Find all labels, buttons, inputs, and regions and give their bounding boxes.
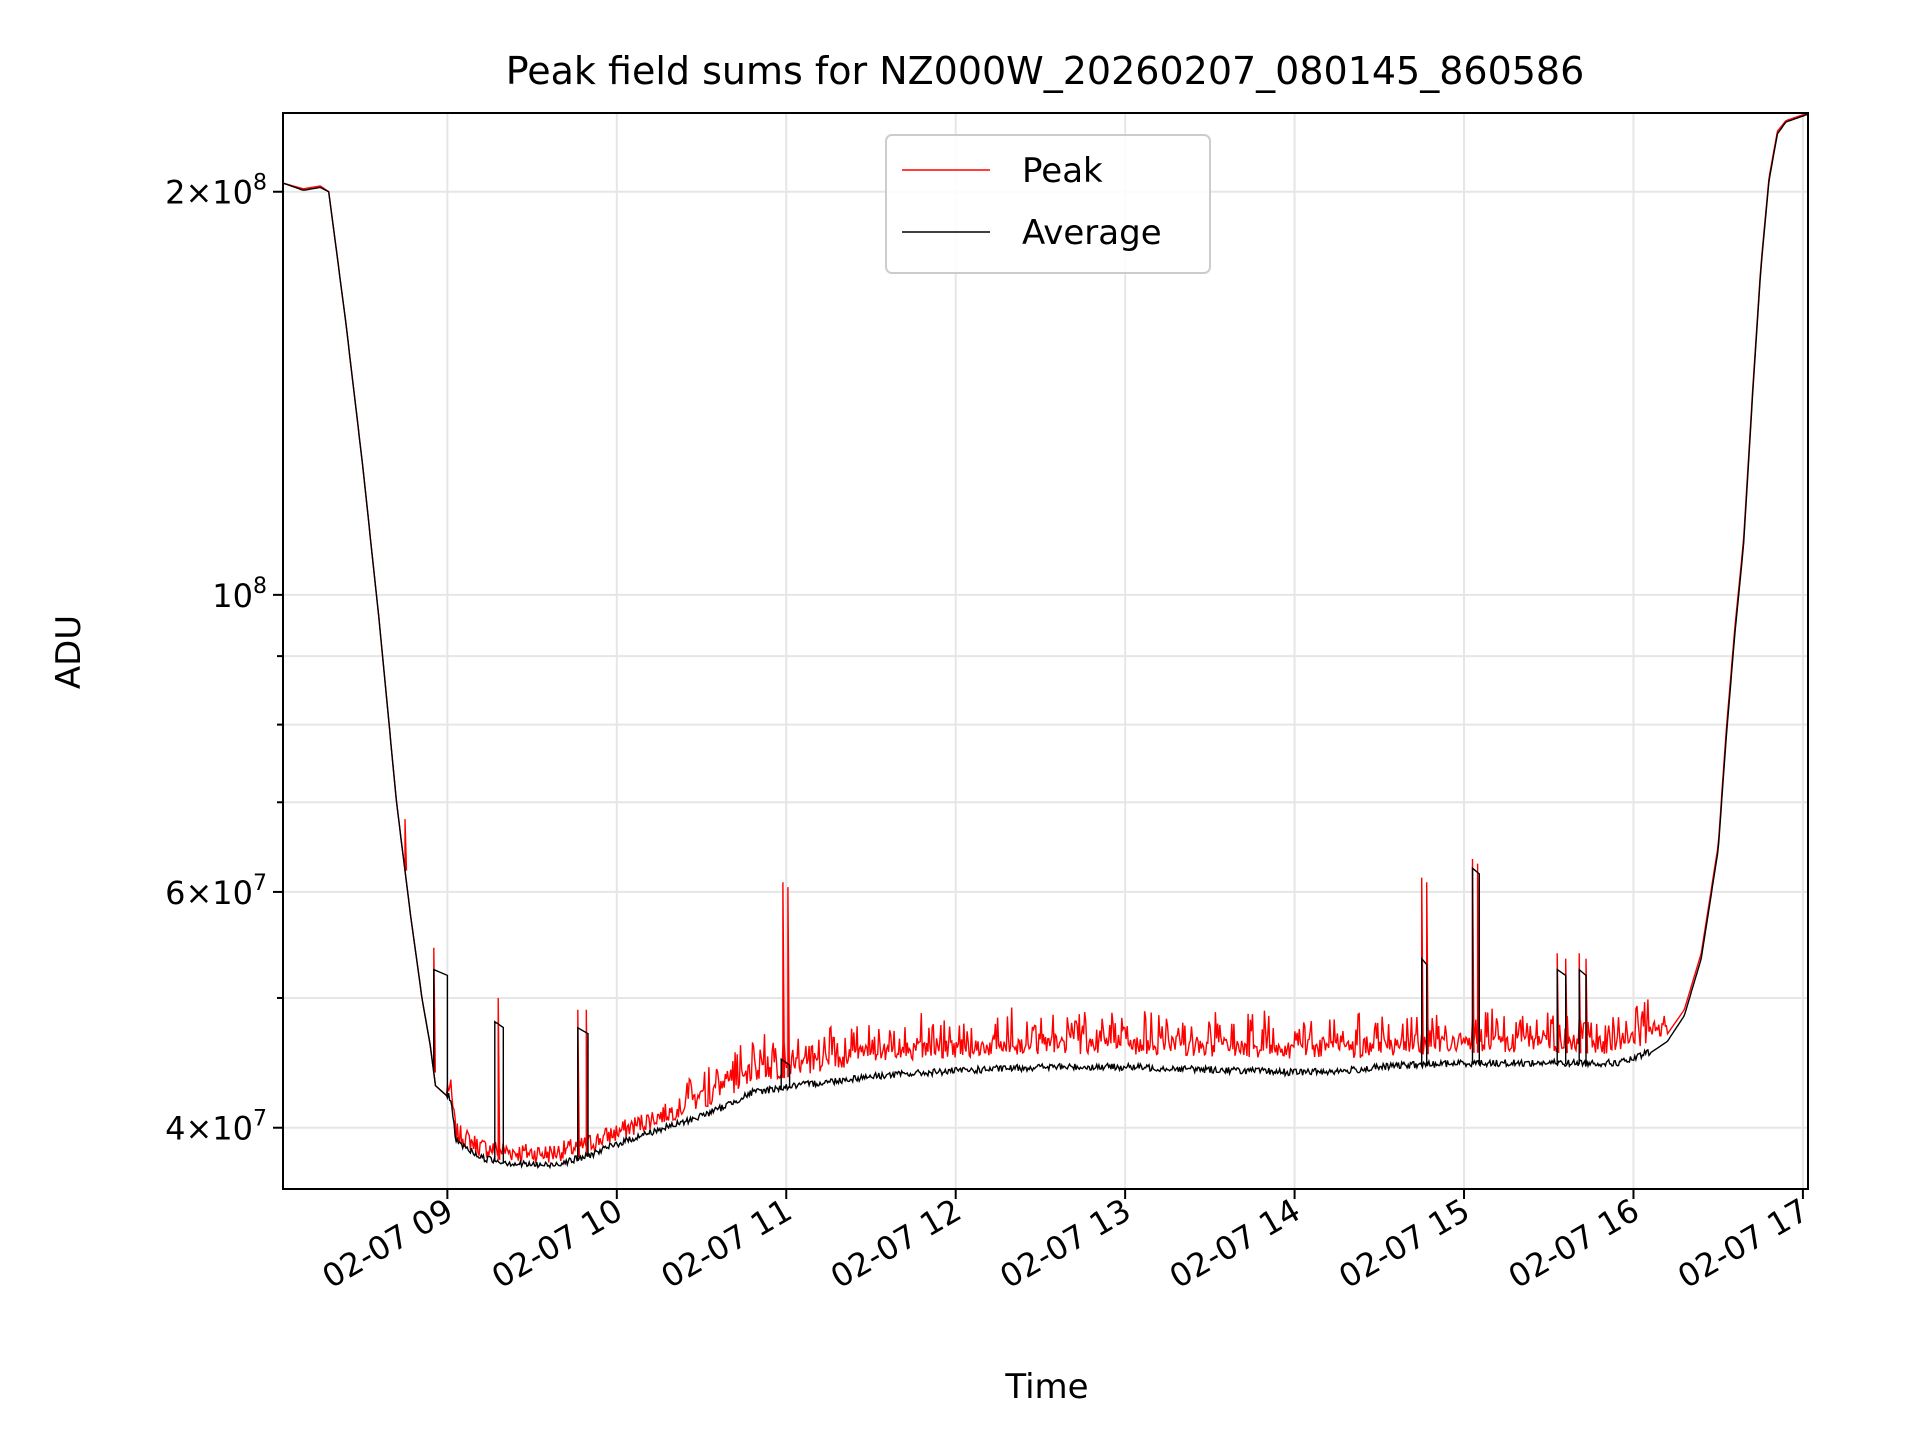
plot-frame (282, 112, 1809, 1190)
legend: Peak Average (885, 134, 1211, 274)
legend-peak-label: Peak (1022, 151, 1103, 191)
legend-average-label: Average (1022, 213, 1162, 253)
y-tick-label: 6×107 (165, 871, 267, 912)
series-average-line (282, 113, 1809, 1170)
y-tick-label: 2×108 (165, 171, 267, 212)
chart-title: Peak field sums for NZ000W_20260207_0801… (506, 49, 1585, 93)
y-tick-label: 4×107 (165, 1107, 267, 1148)
series-area (282, 112, 1809, 1170)
series-peak-line (282, 112, 1809, 1164)
y-axis-label: ADU (49, 615, 89, 689)
x-axis-label: Time (1004, 1367, 1088, 1407)
grid (283, 113, 1808, 1189)
